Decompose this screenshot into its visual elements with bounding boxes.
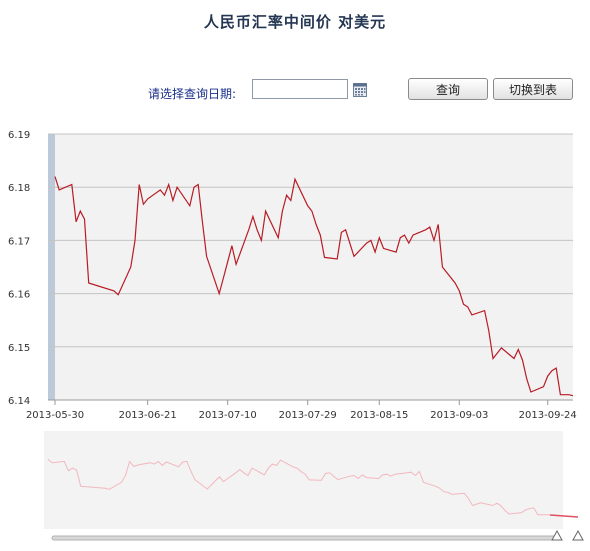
x-tick-label: 2013-07-10	[199, 410, 257, 421]
date-input[interactable]	[252, 79, 348, 99]
scroll-handle-right-icon[interactable]	[572, 529, 584, 541]
y-axis-ticks: 6.19 6.18 6.17 6.16 6.15 6.14	[8, 130, 30, 407]
scroll-handle-left-icon[interactable]	[551, 529, 563, 541]
x-tick-label: 2013-06-21	[119, 410, 177, 421]
plot-left-bar	[48, 134, 55, 400]
navigator-tail	[549, 514, 579, 518]
switch-to-table-button[interactable]: 切换到表	[493, 78, 573, 100]
x-tick-label: 2013-09-03	[430, 410, 488, 421]
page-title: 人民币汇率中间价 对美元	[203, 13, 387, 31]
x-tick-label: 2013-07-29	[279, 410, 337, 421]
series-line	[54, 176, 574, 397]
x-axis-ticks: 2013-05-30 2013-06-21 2013-07-10 2013-07-29…	[26, 400, 577, 421]
calendar-icon[interactable]	[353, 83, 367, 97]
x-tick-label: 2013-09-24	[519, 410, 577, 421]
navigator-line	[47, 458, 551, 516]
navigator-scrollbar[interactable]	[51, 535, 558, 541]
y-tick-label: 6.17	[8, 236, 30, 247]
navigator-background	[44, 431, 563, 529]
x-tick-label: 2013-05-30	[26, 410, 84, 421]
y-tick-label: 6.19	[8, 130, 30, 141]
query-button[interactable]: 查询	[408, 78, 488, 100]
y-tick-label: 6.18	[8, 183, 30, 194]
date-label: 请选择查询日期:	[148, 87, 237, 101]
y-tick-label: 6.15	[8, 343, 30, 354]
x-tick-label: 2013-08-15	[350, 410, 408, 421]
plot-background	[48, 134, 573, 400]
y-tick-label: 6.16	[8, 290, 30, 301]
y-tick-label: 6.14	[8, 396, 30, 407]
